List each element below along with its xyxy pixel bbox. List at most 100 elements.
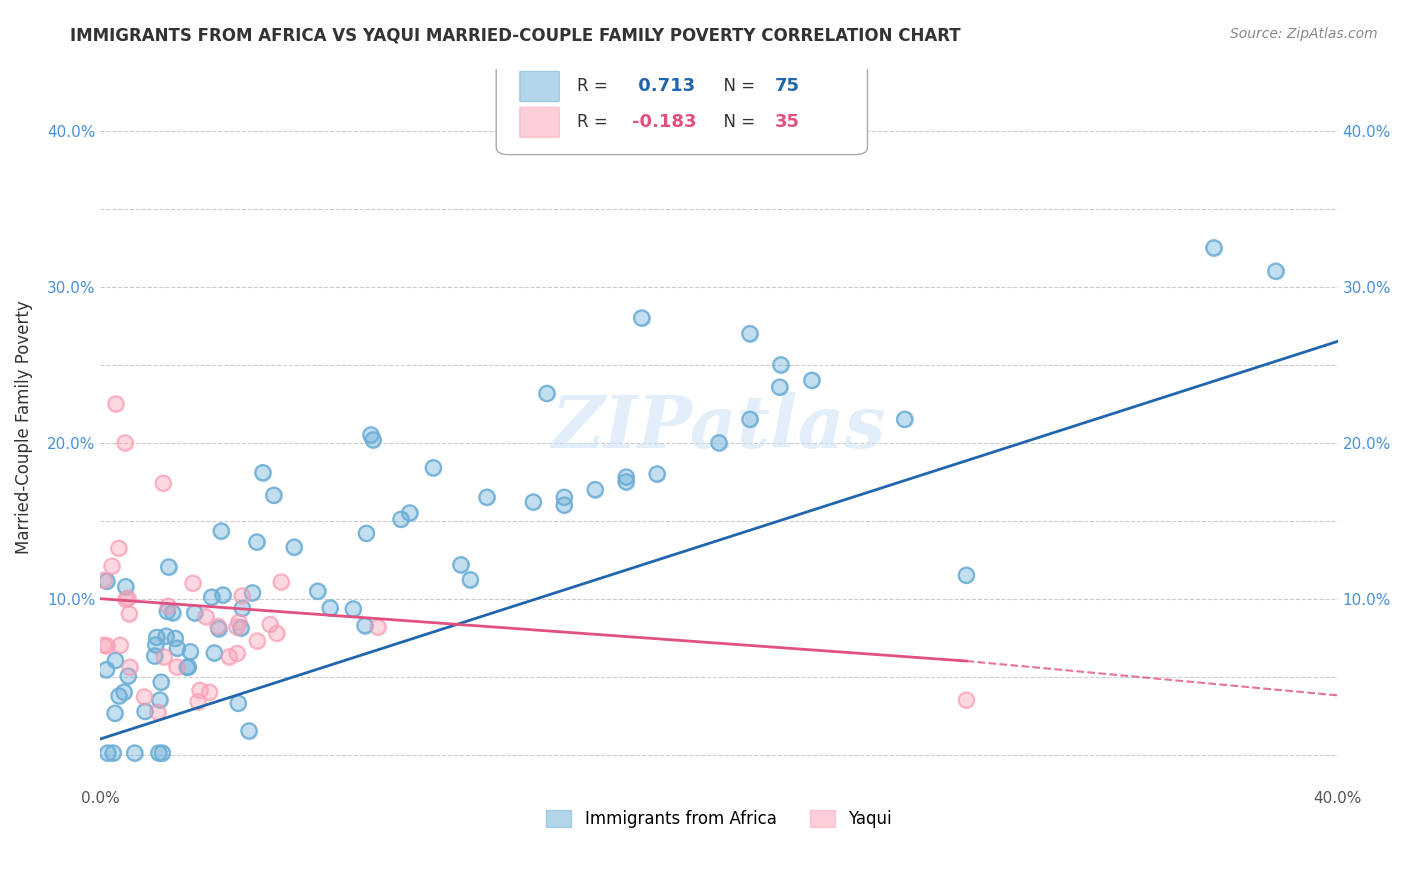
Point [246,535,269,549]
Point [614,470,637,484]
Yaqui [118,607,141,621]
Point [150,746,173,760]
Point [143,648,166,663]
Point [1202,241,1225,255]
Point [202,646,225,660]
Point [356,526,378,541]
Immigrants from Africa [319,601,342,615]
Y-axis label: Married-Couple Family Poverty: Married-Couple Family Poverty [15,301,32,554]
Point [583,483,606,497]
Immigrants from Africa [354,618,377,632]
Point [143,648,166,663]
Point [150,746,173,760]
FancyBboxPatch shape [520,71,560,102]
Yaqui [188,683,211,698]
Point [96,663,118,677]
Point [179,645,201,659]
Point [738,326,761,341]
Point [104,706,127,721]
Point [422,460,444,475]
Point [96,574,118,589]
Point [117,591,139,606]
Point [202,646,225,660]
Immigrants from Africa [893,412,915,426]
Point [389,512,412,526]
Text: R =: R = [576,78,607,95]
Point [101,746,124,760]
Point [450,558,472,572]
Point [356,526,378,541]
Immigrants from Africa [96,574,118,589]
Immigrants from Africa [553,498,575,512]
Point [319,601,342,615]
Immigrants from Africa [96,663,118,677]
Point [630,311,652,326]
Immigrants from Africa [583,483,606,497]
Yaqui [118,660,141,674]
Immigrants from Africa [356,526,378,541]
Immigrants from Africa [104,706,127,721]
Yaqui [270,574,292,589]
Point [342,602,364,616]
Immigrants from Africa [183,606,205,620]
Yaqui [955,693,977,707]
Point [361,433,384,447]
Immigrants from Africa [148,746,170,760]
Yaqui [228,615,250,630]
Yaqui [266,626,288,640]
Text: 0.713: 0.713 [633,78,696,95]
Point [645,467,668,481]
Yaqui [181,576,204,591]
Yaqui [187,695,209,709]
Immigrants from Africa [112,685,135,699]
Immigrants from Africa [1202,241,1225,255]
Point [209,524,232,538]
Point [104,653,127,667]
Immigrants from Africa [179,645,201,659]
Point [117,669,139,683]
Point [153,649,176,664]
Yaqui [218,649,240,664]
Point [134,705,156,719]
Immigrants from Africa [246,535,269,549]
Point [97,746,120,760]
Point [226,696,249,710]
Point [198,685,221,699]
Immigrants from Africa [553,491,575,505]
Immigrants from Africa [263,488,285,502]
Point [112,685,135,699]
Point [475,491,498,505]
Yaqui [225,620,247,634]
Point [645,467,668,481]
Immigrants from Africa [157,560,180,574]
Text: 35: 35 [775,113,800,131]
Point [630,311,652,326]
Point [229,621,252,635]
Point [162,606,184,620]
Immigrants from Africa [283,540,305,554]
Immigrants from Africa [360,428,382,442]
Immigrants from Africa [165,632,187,646]
Immigrants from Africa [156,604,179,618]
Point [145,638,167,652]
Point [177,660,200,674]
Point [614,475,637,489]
Point [155,629,177,643]
Point [450,558,472,572]
Immigrants from Africa [150,675,173,690]
Point [367,620,389,634]
Point [614,475,637,489]
Immigrants from Africa [149,693,172,707]
Immigrants from Africa [645,467,668,481]
Immigrants from Africa [209,524,232,538]
Point [157,560,180,574]
Point [97,746,120,760]
Immigrants from Africa [101,746,124,760]
Immigrants from Africa [522,495,544,509]
Point [242,586,264,600]
Point [124,746,146,760]
Point [583,483,606,497]
Yaqui [231,589,253,603]
Point [209,524,232,538]
Text: R =: R = [576,113,607,131]
